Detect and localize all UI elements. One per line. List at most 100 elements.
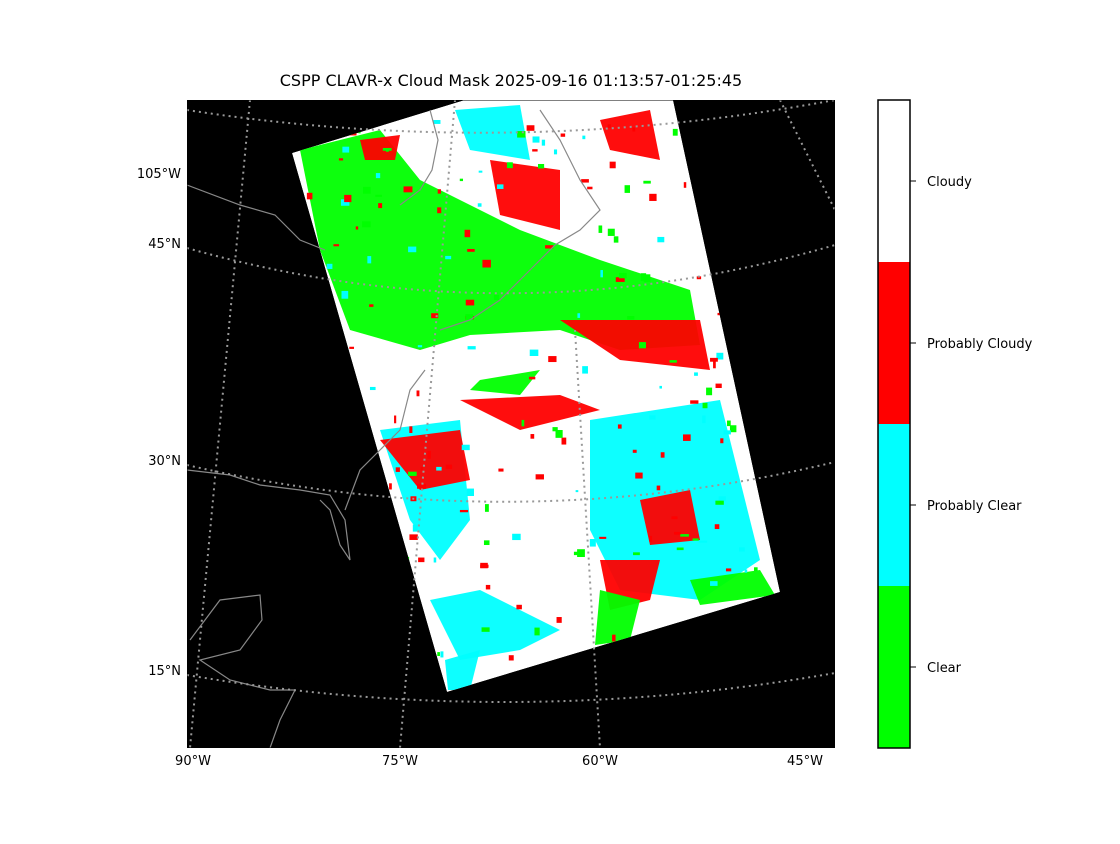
cloud-mask-speck [481, 627, 490, 632]
cloud-mask-speck [459, 509, 469, 513]
cloud-mask-speck [714, 524, 720, 530]
cloud-mask-speck [555, 429, 563, 438]
cloud-mask-speck [669, 360, 677, 363]
cloud-mask-speck [607, 124, 611, 129]
colorbar-label: Probably Clear [927, 499, 1022, 514]
cloud-mask-region [600, 110, 660, 160]
cloud-mask-speck [394, 415, 397, 424]
cloud-mask-speck [683, 434, 691, 441]
cloud-mask-speck [431, 313, 439, 319]
cloud-mask-speck [587, 186, 593, 190]
cloud-mask-speck [506, 162, 513, 169]
cloud-mask-speck [529, 349, 539, 356]
cloud-mask-speck [534, 627, 540, 636]
cloud-mask-speck [416, 390, 420, 397]
cloud-mask-speck [638, 342, 646, 349]
lon-label: 75°W [382, 754, 418, 769]
cloud-mask-speck [694, 372, 698, 376]
colorbar-segment [878, 262, 910, 424]
cloud-mask-speck [548, 356, 557, 363]
cloud-mask-speck [581, 179, 589, 183]
cloud-mask-speck [389, 483, 392, 490]
coast [189, 594, 296, 748]
cloud-mask-region [595, 590, 640, 645]
cloud-mask-speck [589, 539, 596, 547]
cloud-mask-speck [649, 193, 657, 201]
cloud-mask-speck [496, 184, 504, 189]
cloud-mask-speck [643, 274, 651, 283]
cloud-mask-speck [478, 170, 483, 173]
cloud-mask-speck [369, 386, 376, 391]
lat-label: 15°N [148, 664, 181, 679]
cloud-mask-speck [333, 244, 340, 247]
cloud-mask-region [460, 395, 600, 430]
cloud-mask-speck [680, 534, 689, 537]
cloud-mask-speck [660, 452, 665, 458]
cloud-mask-speck [671, 516, 678, 520]
cloud-mask-speck [656, 485, 661, 491]
graticule-line [574, 329, 601, 748]
cloud-mask-speck [717, 312, 722, 316]
cloud-mask-speck [420, 466, 423, 471]
colorbar-segment [878, 586, 910, 748]
cloud-mask-speck [552, 427, 558, 432]
lat-label: 45°N [148, 237, 181, 252]
cloud-mask-speck [627, 316, 635, 320]
cloud-mask-speck [467, 346, 476, 350]
cloud-mask-speck [716, 352, 724, 360]
cloud-mask-region [445, 650, 480, 690]
cloud-mask-speck [556, 617, 562, 623]
cloud-mask-speck [342, 146, 350, 153]
cloud-mask-speck [517, 131, 526, 138]
cloud-mask-speck [609, 161, 616, 169]
lon-label: 45°W [787, 754, 823, 769]
cloud-mask-speck [521, 419, 525, 427]
cloud-mask-speck [698, 540, 708, 543]
cloud-mask-region [430, 590, 560, 660]
cloud-mask-speck [306, 192, 313, 200]
cloud-mask-speck [355, 226, 359, 230]
cloud-mask-speck [692, 538, 699, 541]
cloud-mask-speck [560, 133, 566, 137]
colorbar-segment [878, 424, 910, 586]
cloud-mask-speck [612, 634, 616, 642]
colorbar-segment [878, 100, 910, 262]
cloud-mask-speck [729, 425, 737, 433]
cloud-mask-speck [417, 483, 426, 489]
cloud-mask-speck [326, 263, 333, 269]
cloud-mask-region [560, 320, 710, 370]
cloud-mask-speck [408, 471, 417, 476]
cloud-mask-region [300, 130, 700, 350]
coast [187, 184, 326, 251]
cloud-mask-region [470, 370, 540, 395]
cloud-mask-speck [600, 270, 603, 278]
cloud-mask-region [640, 490, 700, 545]
cloud-mask-speck [726, 420, 731, 427]
cloud-mask-speck [459, 178, 464, 182]
cloud-mask-speck [715, 500, 724, 505]
lat-label: 105°W [137, 167, 181, 182]
cloud-mask-speck [408, 246, 417, 253]
map-title: CSPP CLAVR-x Cloud Mask 2025-09-16 01:13… [280, 71, 742, 90]
cloud-mask-speck [582, 135, 586, 140]
cloud-mask-speck [467, 248, 475, 252]
cloud-mask-speck [624, 185, 631, 193]
cloud-mask-speck [632, 127, 636, 132]
graticule-line [187, 100, 835, 134]
cloud-mask-speck [739, 547, 745, 552]
lon-label: 60°W [582, 754, 618, 769]
cloud-mask-speck [367, 256, 372, 264]
cloud-mask-speck [649, 415, 656, 420]
cloud-mask-speck [537, 163, 545, 169]
graticule-line [779, 100, 835, 211]
cloud-mask-speck [657, 236, 665, 243]
coastlines [187, 109, 601, 748]
cloud-mask-speck [633, 552, 640, 556]
cloud-mask-region [490, 160, 560, 230]
cloud-mask-speck [466, 488, 474, 496]
cloud-mask-speck [659, 385, 662, 389]
cloud-mask-speck [437, 652, 440, 657]
cloud-mask-speck [465, 314, 474, 320]
cloud-mask-speck [702, 402, 708, 409]
